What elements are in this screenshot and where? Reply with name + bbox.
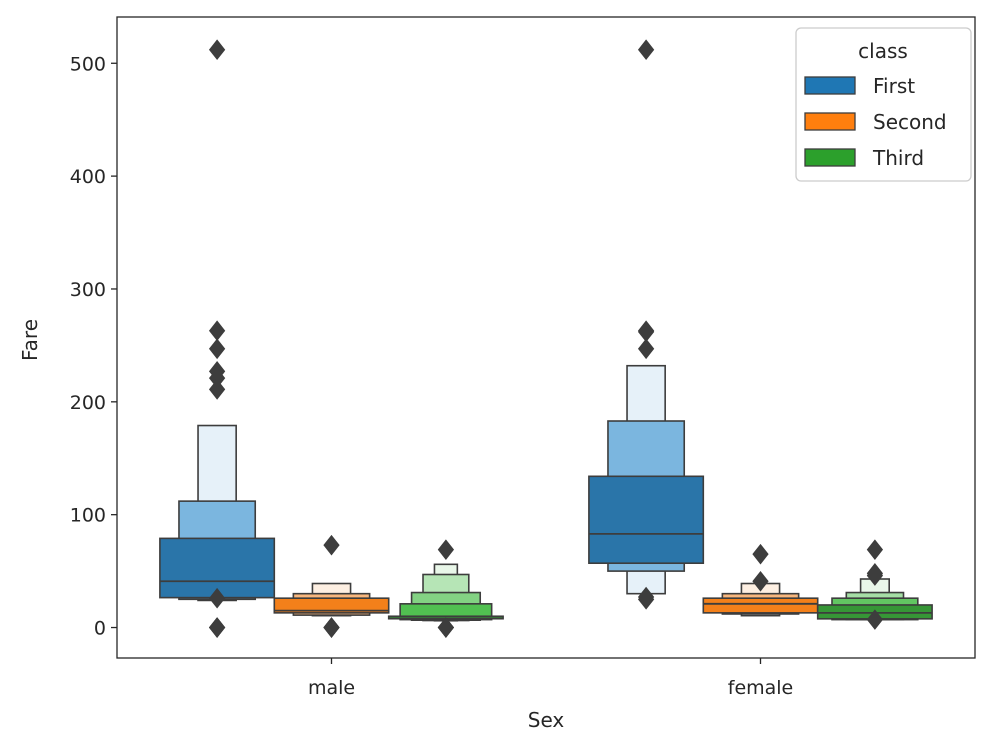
boxen-box xyxy=(588,475,705,565)
outlier-point xyxy=(208,320,226,342)
plot-layer xyxy=(159,39,933,638)
y-tick-label: 300 xyxy=(70,279,106,301)
y-tick-label: 0 xyxy=(94,618,106,640)
legend-label-third: Third xyxy=(872,146,924,170)
outlier-point xyxy=(323,617,340,638)
boxen-box xyxy=(273,597,390,614)
boxen-group-first-male xyxy=(159,39,276,638)
legend-entries: First Second Third xyxy=(804,74,947,170)
legend: class First Second Third xyxy=(795,27,972,182)
boxen-group-first-female xyxy=(588,39,705,610)
boxen-box xyxy=(702,597,819,614)
boxen-group-third-female xyxy=(816,539,933,630)
y-axis-label: Fare xyxy=(18,319,42,361)
x-axis-label: Sex xyxy=(528,708,565,732)
plot-frame xyxy=(116,16,976,659)
outlier-point xyxy=(208,587,226,609)
y-tick-label: 400 xyxy=(70,166,106,188)
boxen-group-second-female xyxy=(702,543,819,617)
x-tick-label: male xyxy=(308,677,355,699)
outlier-point xyxy=(637,39,655,61)
boxen-group-third-male xyxy=(387,539,504,638)
legend-frame xyxy=(795,27,972,182)
outlier-point xyxy=(208,338,226,360)
outlier-point xyxy=(208,39,226,61)
x-tick-label: female xyxy=(728,677,794,699)
outlier-point xyxy=(866,563,884,584)
outlier-point xyxy=(208,361,226,382)
legend-swatch-second xyxy=(804,112,856,131)
outlier-point xyxy=(437,617,455,638)
outlier-point xyxy=(637,320,655,342)
outlier-point xyxy=(208,617,226,638)
outlier-point xyxy=(323,534,340,556)
legend-title: class xyxy=(858,39,908,63)
legend-label-first: First xyxy=(873,74,915,98)
outlier-point xyxy=(866,539,884,560)
x-axis: male female xyxy=(308,658,793,699)
outlier-point xyxy=(208,379,226,400)
boxen-box xyxy=(159,537,276,599)
legend-swatch-third xyxy=(804,148,856,167)
y-tick-label: 500 xyxy=(70,53,106,75)
outlier-point xyxy=(866,609,884,630)
outlier-point xyxy=(437,539,455,560)
boxen-group-second-male xyxy=(273,534,390,638)
legend-label-second: Second xyxy=(873,110,947,134)
y-axis: 0 100 200 300 400 500 xyxy=(70,53,117,640)
outlier-point xyxy=(752,570,769,592)
legend-swatch-first xyxy=(804,76,856,95)
outlier-point xyxy=(637,586,655,608)
outlier-point xyxy=(637,338,655,360)
y-tick-label: 100 xyxy=(70,505,106,527)
y-tick-label: 200 xyxy=(70,392,106,414)
outlier-point xyxy=(752,543,769,565)
